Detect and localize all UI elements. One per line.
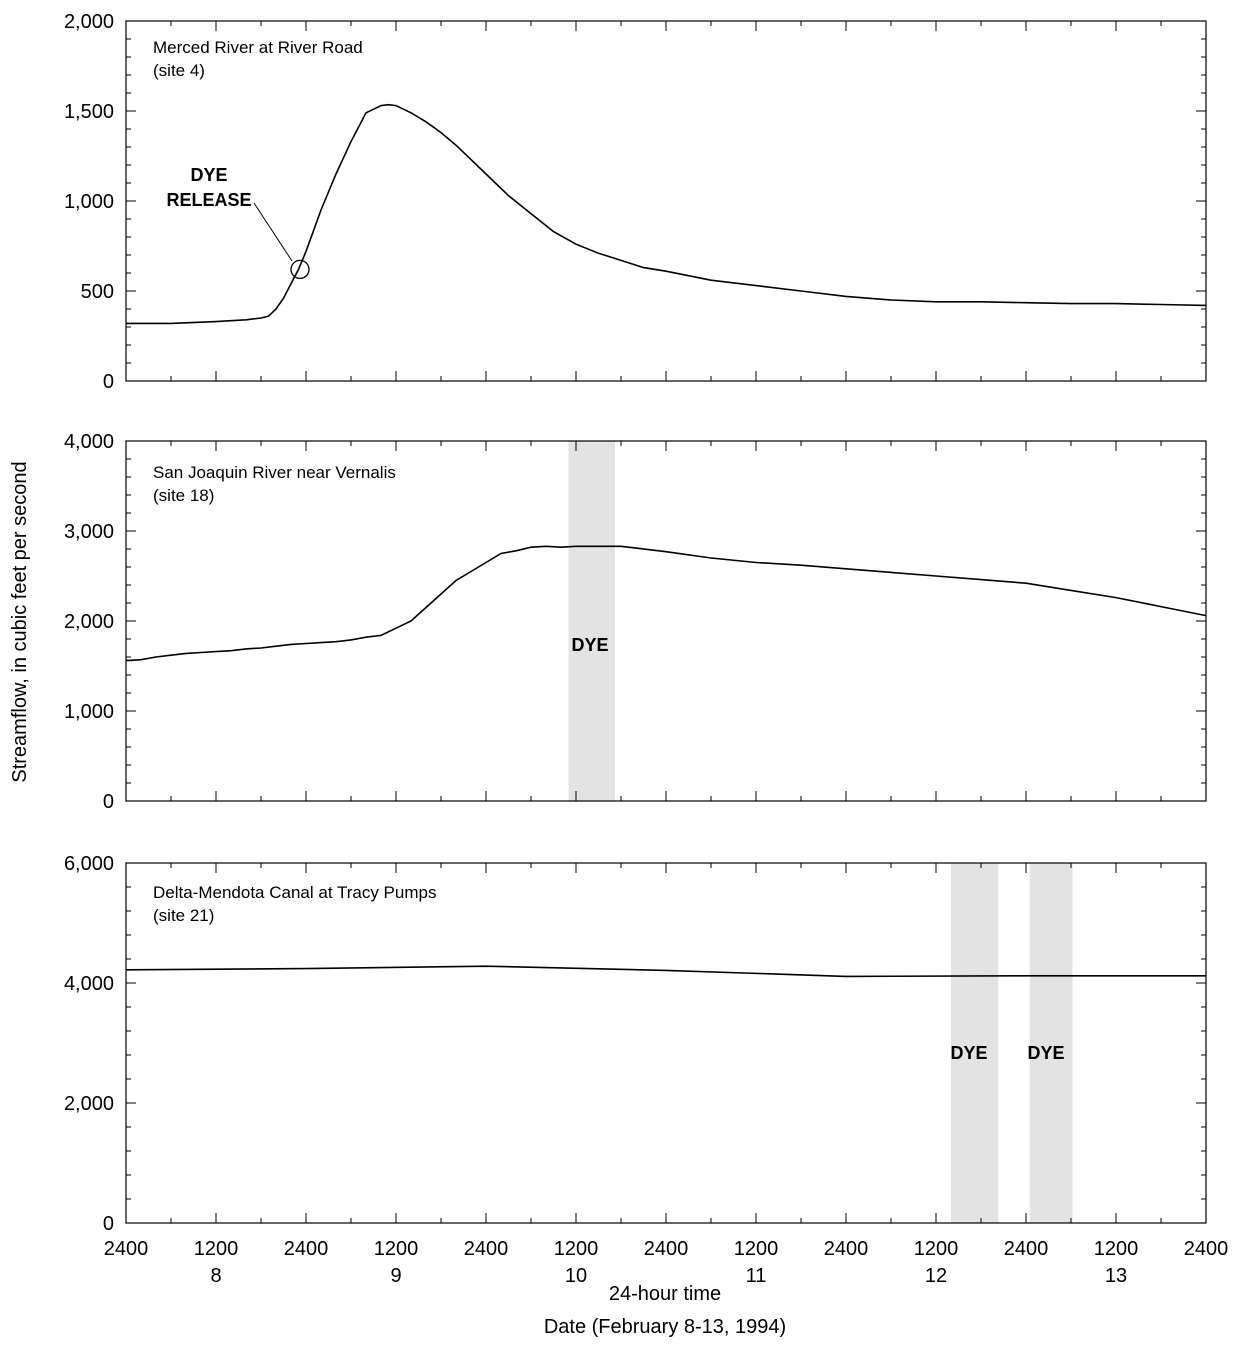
x-tick-label-time: 2400 bbox=[824, 1238, 869, 1260]
x-tick-label-time: 1200 bbox=[914, 1238, 959, 1260]
dye-band-label-2: DYE bbox=[1027, 1043, 1064, 1063]
y-tick-label: 1,000 bbox=[64, 701, 114, 723]
x-tick-label-time: 1200 bbox=[554, 1238, 599, 1260]
dye-release-label-line-1: DYE bbox=[190, 165, 227, 185]
x-tick-label-date: 9 bbox=[390, 1265, 401, 1287]
dye-band-2 bbox=[1029, 863, 1073, 1223]
dye-band-label: DYE bbox=[571, 635, 608, 655]
x-tick-label-time: 1200 bbox=[374, 1238, 419, 1260]
x-tick-label-time: 1200 bbox=[194, 1238, 239, 1260]
panel-title-line-2: (site 4) bbox=[153, 61, 205, 80]
y-tick-label: 3,000 bbox=[64, 521, 114, 543]
x-tick-label-time: 2400 bbox=[1184, 1238, 1229, 1260]
series-line bbox=[125, 545, 1207, 662]
x-tick-label-time: 2400 bbox=[644, 1238, 689, 1260]
x-tick-label-date: 11 bbox=[746, 1265, 767, 1287]
x-tick-label-time: 2400 bbox=[1004, 1238, 1049, 1260]
y-tick-label: 1,500 bbox=[64, 101, 114, 123]
panel-title-line-2: (site 21) bbox=[153, 906, 214, 925]
series-line bbox=[126, 103, 1207, 325]
x-tick-label-date: 10 bbox=[565, 1265, 587, 1287]
x-tick-label-time: 2400 bbox=[104, 1238, 149, 1260]
dye-band-label-1: DYE bbox=[950, 1043, 987, 1063]
y-tick-label: 4,000 bbox=[64, 431, 114, 453]
y-axis-title: Streamflow, in cubic feet per second bbox=[9, 461, 31, 782]
x-tick-label-date: 8 bbox=[210, 1265, 221, 1287]
dye-band-1 bbox=[951, 863, 999, 1223]
panel-title-line-1: San Joaquin River near Vernalis bbox=[153, 463, 396, 482]
x-tick-label-time: 1200 bbox=[1094, 1238, 1139, 1260]
series-line bbox=[125, 965, 1206, 978]
x-tick-label-date: 12 bbox=[925, 1265, 947, 1287]
plot-frame bbox=[125, 440, 1207, 802]
dye-release-leader-line bbox=[253, 202, 293, 262]
y-tick-label: 0 bbox=[103, 791, 114, 813]
y-tick-label: 2,000 bbox=[64, 1093, 114, 1115]
x-axis-title-line-1: 24-hour time bbox=[609, 1283, 721, 1305]
y-tick-label: 4,000 bbox=[64, 973, 114, 995]
y-tick-label: 2,000 bbox=[64, 11, 114, 33]
dye-band-1 bbox=[568, 441, 615, 801]
panel-merced: 0 500 1,000 1,500 2,000 Merced River at Rive… bbox=[64, 11, 1207, 393]
y-tick-label: 6,000 bbox=[64, 853, 114, 875]
y-tick-label: 0 bbox=[103, 1213, 114, 1235]
y-tick-label: 2,000 bbox=[64, 611, 114, 633]
x-tick-label-time: 2400 bbox=[464, 1238, 509, 1260]
x-tick-label-time: 2400 bbox=[284, 1238, 329, 1260]
panel-title-line-1: Merced River at River Road bbox=[153, 38, 363, 57]
dye-release-circle bbox=[290, 259, 310, 280]
x-axis-title-line-2: Date (February 8-13, 1994) bbox=[544, 1316, 786, 1338]
panel-san-joaquin: 0 1,000 2,000 3,000 4,000 San Joaquin River … bbox=[64, 431, 1207, 813]
panel-title-line-1: Delta-Mendota Canal at Tracy Pumps bbox=[153, 883, 436, 902]
y-tick-label: 500 bbox=[81, 281, 114, 303]
panel-delta-mendota: 0 2,000 4,000 6,000 Delta-Mendota Canal at … bbox=[64, 853, 1207, 1235]
y-tick-label: 1,000 bbox=[64, 191, 114, 213]
x-tick-label-time: 1200 bbox=[734, 1238, 779, 1260]
panel-title-line-2: (site 18) bbox=[153, 486, 214, 505]
plot-frame bbox=[125, 20, 1207, 382]
y-tick-label: 0 bbox=[103, 371, 114, 393]
dye-release-label-line-2: RELEASE bbox=[166, 190, 251, 210]
x-tick-label-date: 13 bbox=[1105, 1265, 1127, 1287]
x-axis-tick-labels: 2400 1200 8 2400 1200 9 2400 1200 10 2400 1200 11 24… bbox=[104, 1238, 1229, 1287]
